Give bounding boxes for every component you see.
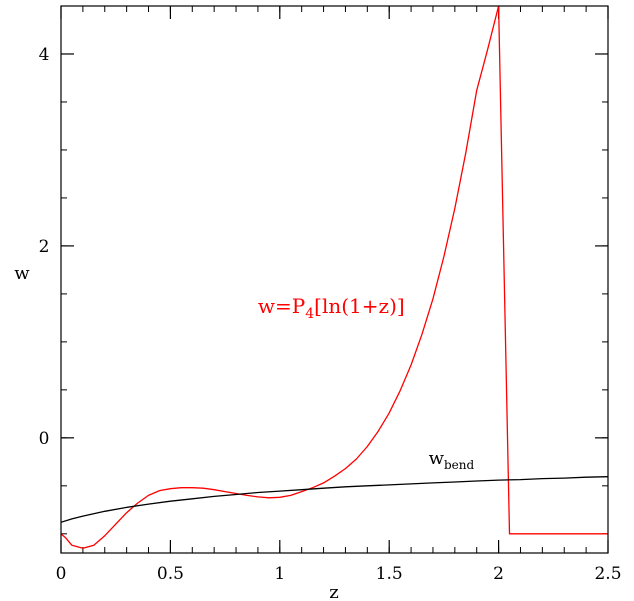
annotations: w=P4[ln(1+z)] wbend — [258, 294, 475, 472]
x-tick-label: 0.5 — [157, 564, 184, 584]
series-line-wbend — [61, 476, 608, 523]
plot-frame — [60, 5, 609, 554]
y-axis-label: w — [14, 263, 30, 284]
major-ticks — [60, 6, 609, 553]
minor-ticks — [60, 5, 609, 553]
y-tick-label: 2 — [39, 237, 50, 257]
x-tick-label: 2.5 — [594, 564, 621, 584]
y-tick-label: 4 — [39, 45, 50, 65]
series-label-red: w=P4[ln(1+z)] — [258, 294, 405, 322]
x-tick-label: 1 — [274, 564, 285, 584]
series-line-p4 — [61, 6, 608, 549]
series-layer — [61, 6, 608, 549]
x-axis-label: z — [329, 582, 338, 601]
tick-labels: 0 0.5 1 1.5 2 2.5 0 2 4 — [39, 45, 622, 584]
series-label-black: wbend — [429, 448, 475, 472]
y-tick-label: 0 — [39, 429, 50, 449]
x-tick-label: 2 — [493, 564, 504, 584]
x-tick-label: 1.5 — [376, 564, 403, 584]
x-tick-label: 0 — [56, 564, 67, 584]
